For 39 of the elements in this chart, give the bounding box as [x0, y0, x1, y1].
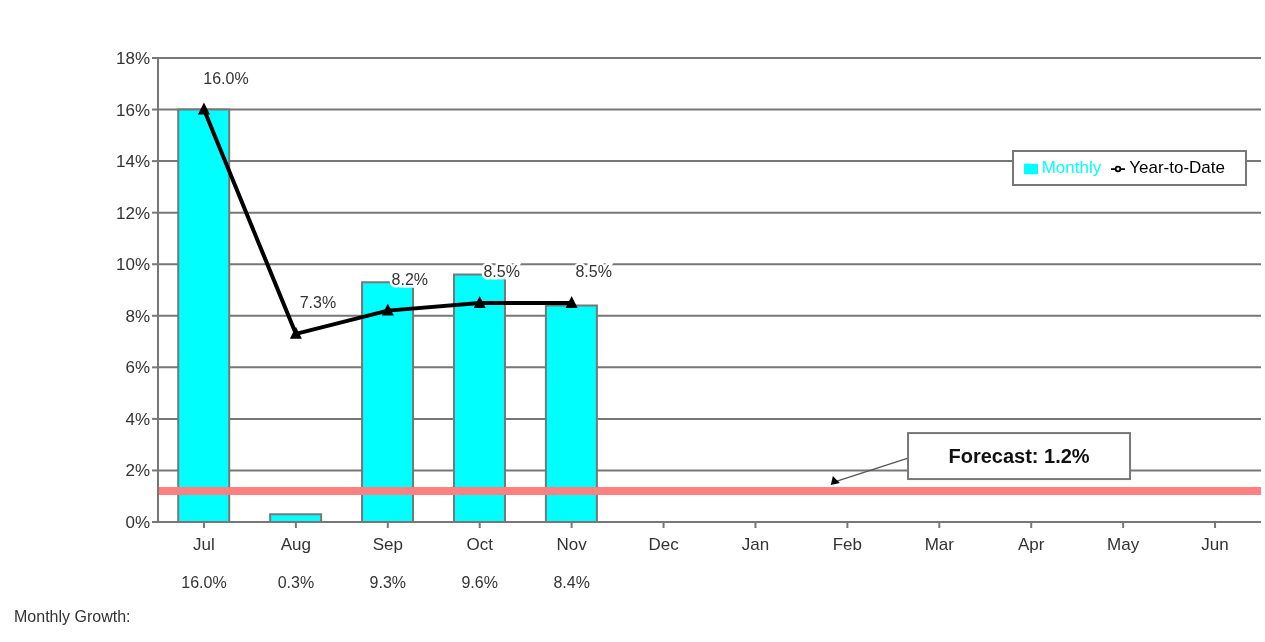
- legend-label: Monthly: [1041, 158, 1102, 177]
- x-tick-label: Jun: [1201, 535, 1229, 554]
- x-tick-label: Feb: [832, 535, 863, 554]
- x-tick-label: Jan: [741, 535, 770, 554]
- point: [565, 295, 578, 308]
- ref-line-label: Forecast: 1.2%: [948, 445, 1090, 468]
- data-label: 7.3%: [299, 293, 337, 311]
- data-label: 9.3%: [369, 574, 407, 591]
- y-tick-label: 14%: [115, 152, 150, 172]
- y-tick-label: 18%: [115, 49, 150, 69]
- y-tick-label: 16%: [115, 100, 150, 120]
- y-tick-label: 8%: [125, 306, 150, 326]
- data-label: 9.6%: [461, 574, 498, 591]
- point: [473, 295, 486, 308]
- x-tick-label: Mar: [924, 535, 955, 554]
- data-label: 16.0%: [181, 574, 227, 591]
- x-tick-label: May: [1107, 535, 1140, 554]
- data-label: 16.0%: [203, 69, 249, 87]
- y-tick-label: 12%: [115, 203, 150, 223]
- text: Monthly Growth:: [14, 608, 131, 626]
- x-tick-label: Jul: [193, 535, 215, 554]
- y-tick-label: 6%: [125, 358, 150, 378]
- x-tick-label: Oct: [466, 535, 494, 554]
- data-label: 8.5%: [575, 262, 612, 280]
- y-tick-label: 4%: [125, 409, 150, 429]
- y-tick-label: 0%: [125, 513, 150, 533]
- x-tick-label: Dec: [648, 535, 680, 554]
- point: [289, 326, 302, 339]
- y-tick-label: 2%: [125, 461, 150, 481]
- x-tick-label: Apr: [1017, 535, 1045, 554]
- x-tick-label: Aug: [280, 535, 311, 554]
- point: [381, 303, 394, 316]
- point: [197, 102, 210, 115]
- data-label: 0.3%: [277, 574, 315, 591]
- data-label: 8.4%: [553, 574, 590, 591]
- legend-label: Year-to-Date: [1129, 158, 1225, 177]
- x-tick-label: Sep: [372, 535, 403, 554]
- y-tick-label: 10%: [115, 255, 150, 275]
- x-tick-label: Nov: [556, 535, 588, 554]
